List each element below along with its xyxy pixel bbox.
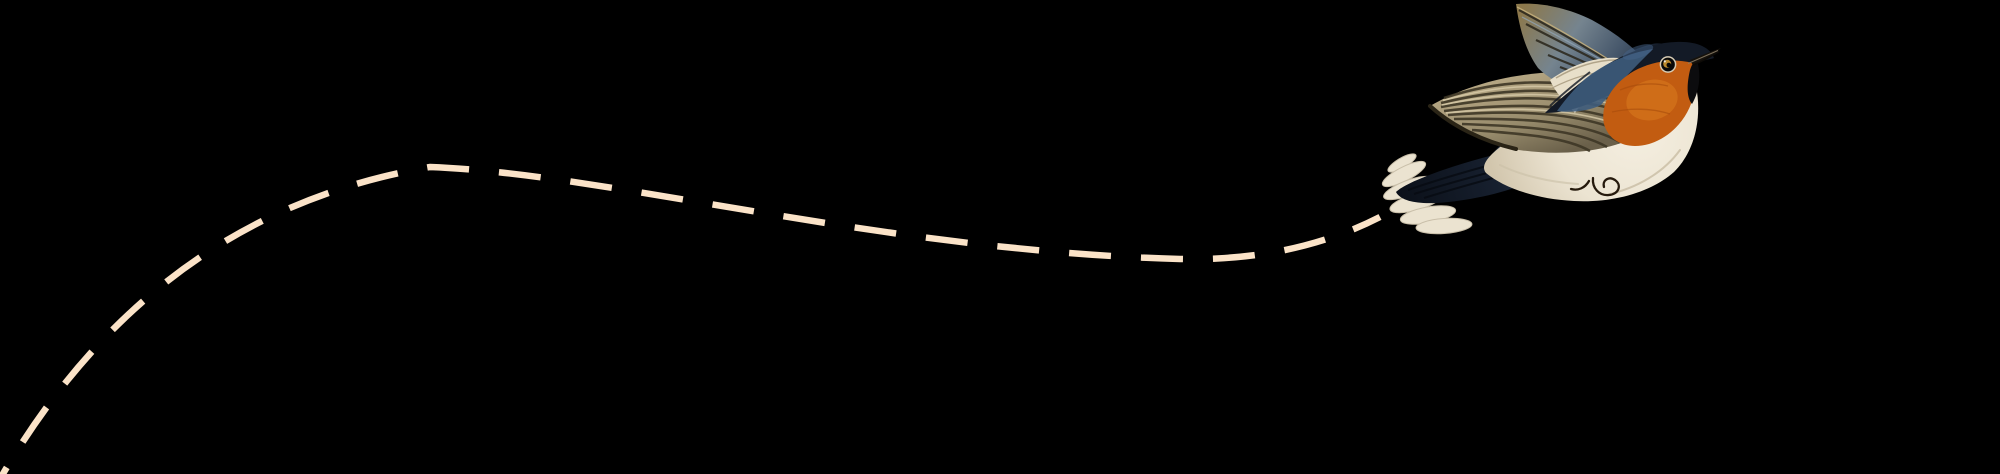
nape-blue-sheen [1557, 49, 1653, 112]
dashed-flight-path [0, 167, 1380, 474]
wing-stripe [1453, 117, 1621, 144]
crown-sheen [1622, 44, 1654, 60]
wing-stripe [1461, 122, 1608, 149]
tail-tip-feather [1415, 217, 1473, 235]
foot-curl [1591, 176, 1620, 197]
foot-toe [1569, 179, 1591, 191]
beak [1687, 48, 1721, 66]
throat-patch [1603, 60, 1700, 146]
belly-shading [1499, 164, 1579, 185]
dashed-flight-path-dashes [0, 163, 1382, 474]
eye-pupil [1666, 62, 1672, 68]
beak-lower [1692, 50, 1720, 66]
throat-texture [1619, 83, 1669, 91]
face-black-crescent [1687, 60, 1700, 104]
swallow-illustration [1381, 3, 1721, 235]
eye-highlight [1663, 60, 1666, 63]
beak-gape-line [1687, 50, 1719, 64]
eye [1659, 56, 1677, 73]
throat-texture [1611, 108, 1671, 115]
shoulder-streak [1555, 59, 1617, 79]
nape-streak [1549, 71, 1591, 107]
wing-stripe [1471, 128, 1591, 153]
throat-highlight [1626, 79, 1678, 121]
far-wing-leading-edge [1428, 104, 1518, 151]
feet [1569, 176, 1620, 197]
